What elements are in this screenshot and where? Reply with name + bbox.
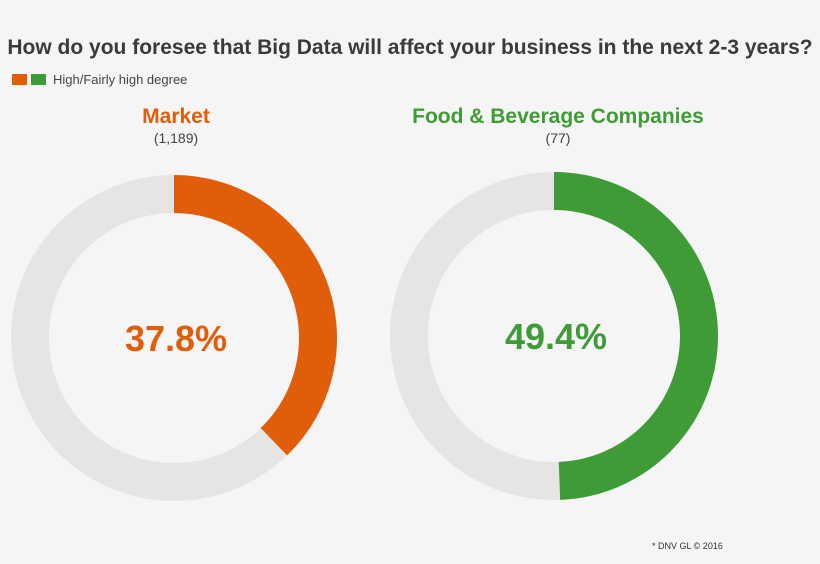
legend-swatch-green [31, 74, 46, 85]
food-beverage-sample-size: (77) [545, 130, 571, 146]
market-sample-size: (1,189) [153, 130, 199, 146]
legend: High/Fairly high degree [12, 72, 187, 87]
food-beverage-title: Food & Beverage Companies [412, 105, 704, 128]
market-donut: 37.8% [11, 175, 337, 501]
market-title: Market [142, 105, 210, 128]
market-donut-arc [173, 175, 337, 456]
food-beverage-value-label: 49.4% [505, 316, 607, 357]
food-beverage-donut: 49.4% [390, 172, 718, 500]
legend-label: High/Fairly high degree [53, 72, 188, 87]
market-value-label: 37.8% [125, 318, 227, 359]
legend-swatch-orange [12, 74, 27, 85]
food-beverage-donut-arc [553, 172, 718, 500]
copyright: * DNV GL © 2016 [652, 541, 723, 551]
chart-title: How do you foresee that Big Data will af… [7, 36, 813, 59]
